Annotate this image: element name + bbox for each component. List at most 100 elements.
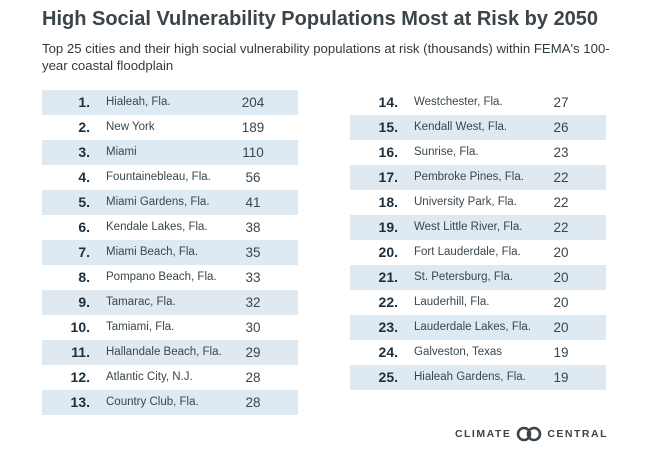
row-value: 22: [553, 195, 569, 210]
table-row: 4. Fountainebleau, Fla. 56: [42, 165, 298, 190]
row-rank: 18.: [378, 194, 398, 210]
logo-text-right: CENTRAL: [547, 428, 608, 440]
row-rank: 15.: [378, 119, 398, 135]
row-value: 38: [245, 220, 261, 235]
row-city: Fountainebleau, Fla.: [106, 171, 211, 183]
table-row: 23. Lauderdale Lakes, Fla. 20: [350, 315, 606, 340]
row-city: Fort Lauderdale, Fla.: [414, 246, 521, 258]
table-row: 12. Atlantic City, N.J. 28: [42, 365, 298, 390]
row-city: Pembroke Pines, Fla.: [414, 171, 524, 183]
table-row: 11. Hallandale Beach, Fla. 29: [42, 340, 298, 365]
logo-rings-icon: [517, 426, 542, 442]
row-value: 33: [245, 270, 261, 285]
row-city: Sunrise, Fla.: [414, 146, 479, 158]
row-rank: 12.: [70, 369, 90, 385]
row-rank: 22.: [378, 294, 398, 310]
table-row: 5. Miami Gardens, Fla. 41: [42, 190, 298, 215]
row-city: Country Club, Fla.: [106, 396, 199, 408]
row-rank: 5.: [78, 194, 90, 210]
row-city: Tamarac, Fla.: [106, 296, 176, 308]
row-city: Pompano Beach, Fla.: [106, 271, 217, 283]
row-value: 29: [245, 345, 261, 360]
row-value: 23: [553, 145, 569, 160]
row-rank: 7.: [78, 244, 90, 260]
row-city: New York: [106, 121, 155, 133]
chart-subtitle: Top 25 cities and their high social vuln…: [42, 41, 610, 73]
row-value: 20: [553, 295, 569, 310]
row-value: 110: [242, 145, 264, 160]
table-left-column: 1. Hialeah, Fla. 204 2. New York 189 3. Miami 11…: [42, 90, 298, 415]
row-rank: 2.: [78, 119, 90, 135]
row-value: 28: [245, 370, 261, 385]
row-value: 20: [553, 320, 569, 335]
row-value: 22: [553, 220, 569, 235]
table-row: 13. Country Club, Fla. 28: [42, 390, 298, 415]
row-rank: 25.: [378, 369, 398, 385]
row-value: 56: [245, 170, 261, 185]
row-city: St. Petersburg, Fla.: [414, 271, 514, 283]
table-row: 25. Hialeah Gardens, Fla. 19: [350, 365, 606, 390]
row-rank: 20.: [378, 244, 398, 260]
table-row: 14. Westchester, Fla. 27: [350, 90, 606, 115]
row-rank: 16.: [378, 144, 398, 160]
table-row: 9. Tamarac, Fla. 32: [42, 290, 298, 315]
table-row: 1. Hialeah, Fla. 204: [42, 90, 298, 115]
row-city: West Little River, Fla.: [414, 221, 523, 233]
row-city: Lauderdale Lakes, Fla.: [414, 321, 531, 333]
row-rank: 9.: [78, 294, 90, 310]
row-rank: 24.: [378, 344, 398, 360]
table-right-column: 14. Westchester, Fla. 27 15. Kendall West, F…: [350, 90, 606, 390]
row-rank: 10.: [70, 319, 90, 335]
row-value: 30: [245, 320, 261, 335]
row-rank: 1.: [78, 94, 90, 110]
row-value: 32: [245, 295, 261, 310]
row-value: 41: [245, 195, 261, 210]
row-rank: 13.: [70, 394, 90, 410]
logo-text-left: CLIMATE: [454, 428, 512, 440]
row-city: Miami: [106, 146, 137, 158]
row-city: Westchester, Fla.: [414, 96, 503, 108]
row-value: 189: [241, 120, 265, 135]
row-value: 19: [553, 370, 569, 385]
climate-central-logo: CLIMATE CENTRAL: [455, 425, 608, 443]
row-value: 22: [553, 170, 569, 185]
row-value: 28: [245, 395, 261, 410]
row-city: Kendall West, Fla.: [414, 121, 508, 133]
row-city: Hialeah Gardens, Fla.: [414, 371, 526, 383]
row-value: 19: [553, 345, 569, 360]
row-rank: 11.: [71, 344, 90, 360]
table-row: 19. West Little River, Fla. 22: [350, 215, 606, 240]
row-city: Kendale Lakes, Fla.: [106, 221, 208, 233]
row-city: Lauderhill, Fla.: [414, 296, 490, 308]
table-row: 17. Pembroke Pines, Fla. 22: [350, 165, 606, 190]
row-city: Hallandale Beach, Fla.: [106, 346, 222, 358]
table-row: 2. New York 189: [42, 115, 298, 140]
table-row: 20. Fort Lauderdale, Fla. 20: [350, 240, 606, 265]
row-rank: 3.: [78, 144, 90, 160]
row-city: Galveston, Texas: [414, 346, 503, 358]
row-city: Tamiami, Fla.: [106, 321, 175, 333]
table-row: 8. Pompano Beach, Fla. 33: [42, 265, 298, 290]
table-row: 21. St. Petersburg, Fla. 20: [350, 265, 606, 290]
chart-title: High Social Vulnerability Populations Mo…: [42, 8, 599, 30]
row-city: Miami Beach, Fla.: [106, 246, 199, 258]
table-row: 15. Kendall West, Fla. 26: [350, 115, 606, 140]
row-value: 35: [245, 245, 261, 260]
row-rank: 19.: [378, 219, 398, 235]
row-rank: 14.: [378, 94, 398, 110]
row-city: Hialeah, Fla.: [106, 96, 171, 108]
table-row: 10. Tamiami, Fla. 30: [42, 315, 298, 340]
row-value: 20: [553, 270, 569, 285]
row-rank: 23.: [378, 319, 398, 335]
row-value: 26: [553, 120, 569, 135]
row-rank: 6.: [78, 219, 90, 235]
table-row: 7. Miami Beach, Fla. 35: [42, 240, 298, 265]
row-city: Atlantic City, N.J.: [106, 371, 193, 383]
row-city: Miami Gardens, Fla.: [106, 196, 210, 208]
row-rank: 17.: [378, 169, 398, 185]
row-value: 204: [241, 95, 265, 110]
row-rank: 8.: [78, 269, 90, 285]
row-value: 20: [553, 245, 569, 260]
table-row: 22. Lauderhill, Fla. 20: [350, 290, 606, 315]
table-row: 24. Galveston, Texas 19: [350, 340, 606, 365]
